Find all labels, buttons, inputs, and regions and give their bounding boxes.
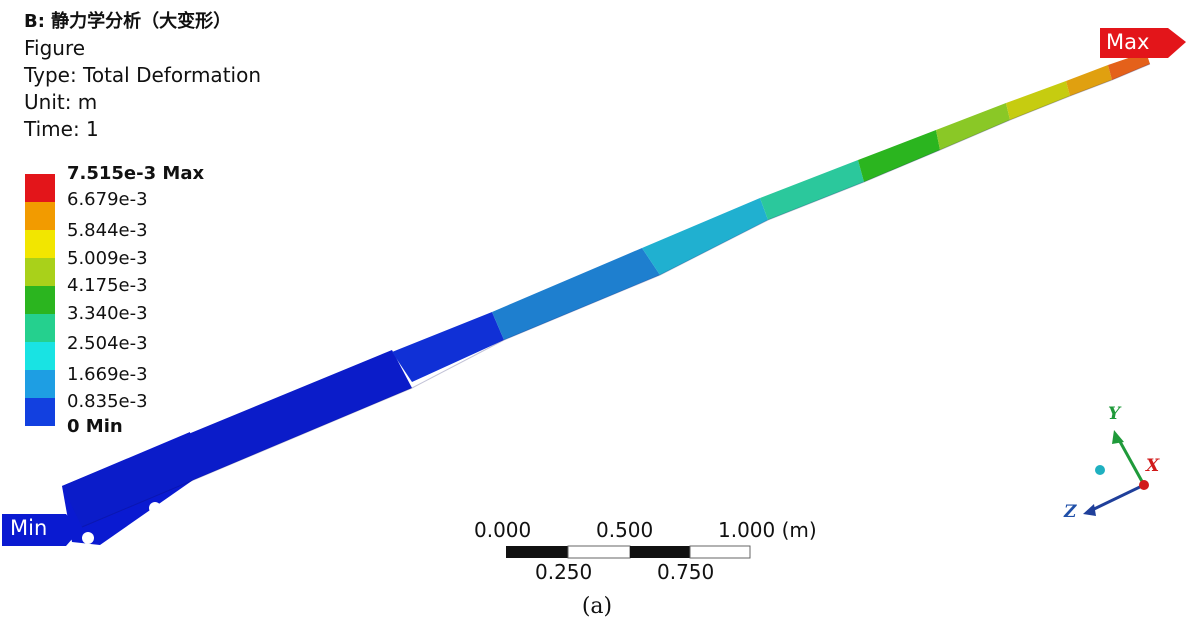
scale-seg-3 [630,546,690,558]
scale-label-250: 0.250 [535,560,593,584]
legend-label-9: 0 Min [67,416,123,437]
time-label: Time: 1 [24,117,99,141]
y-axis-label: Y [1108,404,1121,424]
beam-segment-7 [1006,81,1070,120]
result-type: Type: Total Deformation [24,63,262,87]
bolt-hole-2 [82,532,94,544]
figure-caption: (a) [581,594,613,619]
min-marker-label: Min [10,516,48,540]
legend-swatch-7 [25,370,55,398]
beam-segment-4 [760,160,864,220]
beam-segment-8 [1066,65,1112,96]
unit-label: Unit: m [24,90,98,114]
legend-label-8: 0.835e-3 [67,391,148,412]
beam-segment-6 [936,103,1010,150]
z-axis-arrow [1083,504,1096,516]
legend-label-7: 1.669e-3 [67,364,148,385]
legend-swatch-4 [25,286,55,314]
beam-segment-3 [642,198,768,275]
min-marker-shape [2,514,80,546]
legend-swatch-1 [25,202,55,230]
y-axis-arrow [1112,430,1124,444]
legend-label-4: 4.175e-3 [67,275,148,296]
legend-label-0: 7.515e-3 Max [67,163,205,184]
scale-seg-2 [567,545,631,559]
scale-seg-4 [689,545,751,559]
legend-swatch-3 [25,258,55,286]
z-axis-label: Z [1064,502,1077,522]
analysis-title: B: 静力学分析（大变形） [24,11,232,32]
scale-seg-1 [506,546,568,558]
scale-label-1000: 1.000 (m) [718,518,817,542]
z-axis-line [1091,483,1145,512]
bolt-hole-1 [149,502,161,514]
view-center-dot [1095,465,1105,475]
legend-label-1: 6.679e-3 [67,189,148,210]
legend-swatch-8 [25,398,55,426]
beam-edge-line [81,63,1151,528]
scale-label-750: 0.750 [657,560,715,584]
legend-label-2: 5.844e-3 [67,220,148,241]
figure-header: B: 静力学分析（大变形） Figure Type: Total Deforma… [24,8,261,143]
figure-label: Figure [24,36,86,60]
max-marker-shape [1100,28,1186,58]
legend-label-3: 5.009e-3 [67,248,148,269]
beam-segment-0 [62,350,412,527]
legend-swatch-6 [25,342,55,370]
y-axis-line [1116,437,1146,486]
x-axis-dot [1139,480,1149,490]
beam-segment-1 [392,312,504,382]
beam-segment-5 [858,130,940,182]
legend-label-6: 2.504e-3 [67,333,148,354]
legend-swatch-5 [25,314,55,342]
beam-segment-2 [492,248,660,340]
legend-label-5: 3.340e-3 [67,303,148,324]
legend-swatch-0 [25,174,55,202]
beam-segment-9 [1108,52,1150,80]
scale-label-0: 0.000 [474,518,532,542]
legend-swatch-2 [25,230,55,258]
x-axis-label: X [1146,456,1160,476]
max-marker-label: Max [1106,30,1150,54]
scale-label-500: 0.500 [596,518,654,542]
